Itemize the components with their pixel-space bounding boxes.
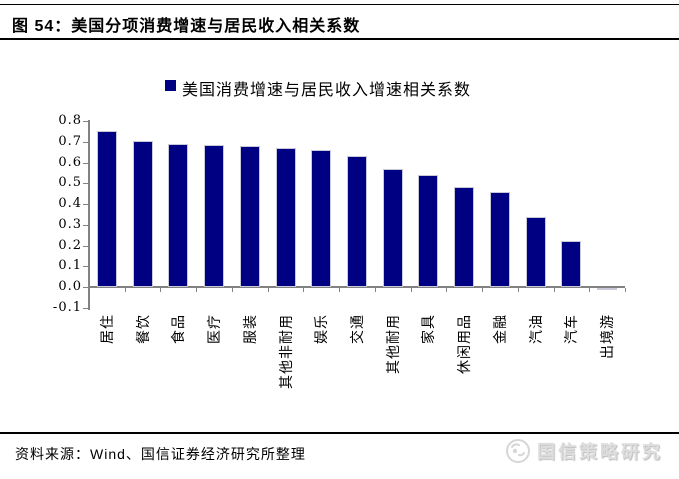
x-tick bbox=[554, 288, 555, 292]
y-tick bbox=[83, 142, 88, 143]
bar bbox=[347, 156, 367, 287]
x-tick bbox=[482, 288, 483, 292]
bar bbox=[311, 150, 331, 287]
x-axis-label: 居住 bbox=[99, 314, 115, 344]
bar bbox=[133, 141, 153, 287]
watermark-text: 国信策略研究 bbox=[537, 442, 663, 462]
x-tick bbox=[411, 288, 412, 292]
x-tick bbox=[339, 288, 340, 292]
y-tick-label: 0.6 bbox=[58, 155, 82, 170]
x-tick bbox=[446, 288, 447, 292]
title-divider bbox=[0, 38, 679, 40]
guosen-logo-icon bbox=[506, 439, 530, 463]
bar bbox=[454, 187, 474, 287]
source-note: 资料来源：Wind、国信证券经济研究所整理 bbox=[15, 446, 306, 462]
x-tick bbox=[89, 288, 90, 292]
x-axis-label: 休闲用品 bbox=[456, 314, 472, 374]
x-axis-label: 其他耐用 bbox=[385, 314, 401, 374]
x-tick bbox=[160, 288, 161, 292]
x-axis-label: 食品 bbox=[170, 314, 186, 344]
y-tick bbox=[83, 121, 88, 122]
x-tick bbox=[625, 288, 626, 292]
x-tick bbox=[125, 288, 126, 292]
x-axis-label: 交通 bbox=[349, 314, 365, 344]
brand-watermark: 国信策略研究 bbox=[505, 438, 663, 464]
x-axis-label: 娱乐 bbox=[313, 314, 329, 344]
x-tick bbox=[589, 288, 590, 292]
bar bbox=[418, 175, 438, 287]
x-axis-label: 家具 bbox=[420, 314, 436, 344]
y-tick bbox=[83, 266, 88, 267]
y-tick-label: 0.2 bbox=[58, 238, 82, 253]
y-tick bbox=[83, 246, 88, 247]
x-axis-label: 汽车 bbox=[563, 314, 579, 344]
y-tick bbox=[83, 225, 88, 226]
footer-divider bbox=[0, 432, 679, 434]
y-tick-label: 0.0 bbox=[58, 279, 82, 294]
x-tick bbox=[375, 288, 376, 292]
x-tick bbox=[303, 288, 304, 292]
bar bbox=[240, 146, 260, 287]
y-tick bbox=[83, 204, 88, 205]
bar bbox=[561, 241, 581, 287]
y-tick-label: 0.4 bbox=[58, 196, 82, 211]
y-tick-label: 0.1 bbox=[58, 258, 82, 273]
bar bbox=[597, 288, 617, 290]
bar bbox=[204, 145, 224, 287]
bar bbox=[168, 144, 188, 287]
bar bbox=[97, 131, 117, 287]
x-tick bbox=[232, 288, 233, 292]
x-axis-line bbox=[88, 286, 625, 288]
bar bbox=[383, 169, 403, 287]
y-tick bbox=[83, 287, 88, 288]
x-axis-label: 金融 bbox=[492, 314, 508, 344]
y-tick-label: -0.1 bbox=[52, 300, 82, 315]
bar bbox=[526, 217, 546, 287]
y-tick-label: 0.5 bbox=[58, 175, 82, 190]
x-axis-label: 服装 bbox=[242, 314, 258, 344]
y-tick-label: 0.8 bbox=[58, 113, 82, 128]
legend-label: 美国消费增速与居民收入增速相关系数 bbox=[182, 82, 472, 99]
y-tick bbox=[83, 163, 88, 164]
figure-title: 图 54：美国分项消费增速与居民收入相关系数 bbox=[12, 18, 361, 35]
y-tick bbox=[83, 308, 88, 309]
y-tick-label: 0.3 bbox=[58, 217, 82, 232]
y-tick-label: 0.7 bbox=[58, 134, 82, 149]
x-tick bbox=[268, 288, 269, 292]
legend-square-icon bbox=[165, 80, 176, 91]
x-tick bbox=[196, 288, 197, 292]
x-axis-label: 餐饮 bbox=[135, 314, 151, 344]
x-axis-label: 汽油 bbox=[528, 314, 544, 344]
y-tick bbox=[83, 183, 88, 184]
x-tick bbox=[518, 288, 519, 292]
x-axis-label: 出境游 bbox=[599, 314, 615, 359]
chart-legend: 美国消费增速与居民收入增速相关系数 bbox=[165, 76, 471, 100]
bar bbox=[490, 192, 510, 287]
x-axis-label: 医疗 bbox=[206, 314, 222, 344]
y-axis-line bbox=[88, 120, 90, 310]
bar bbox=[276, 148, 296, 287]
x-axis-label: 其他非耐用 bbox=[278, 314, 294, 389]
top-divider bbox=[0, 4, 679, 5]
